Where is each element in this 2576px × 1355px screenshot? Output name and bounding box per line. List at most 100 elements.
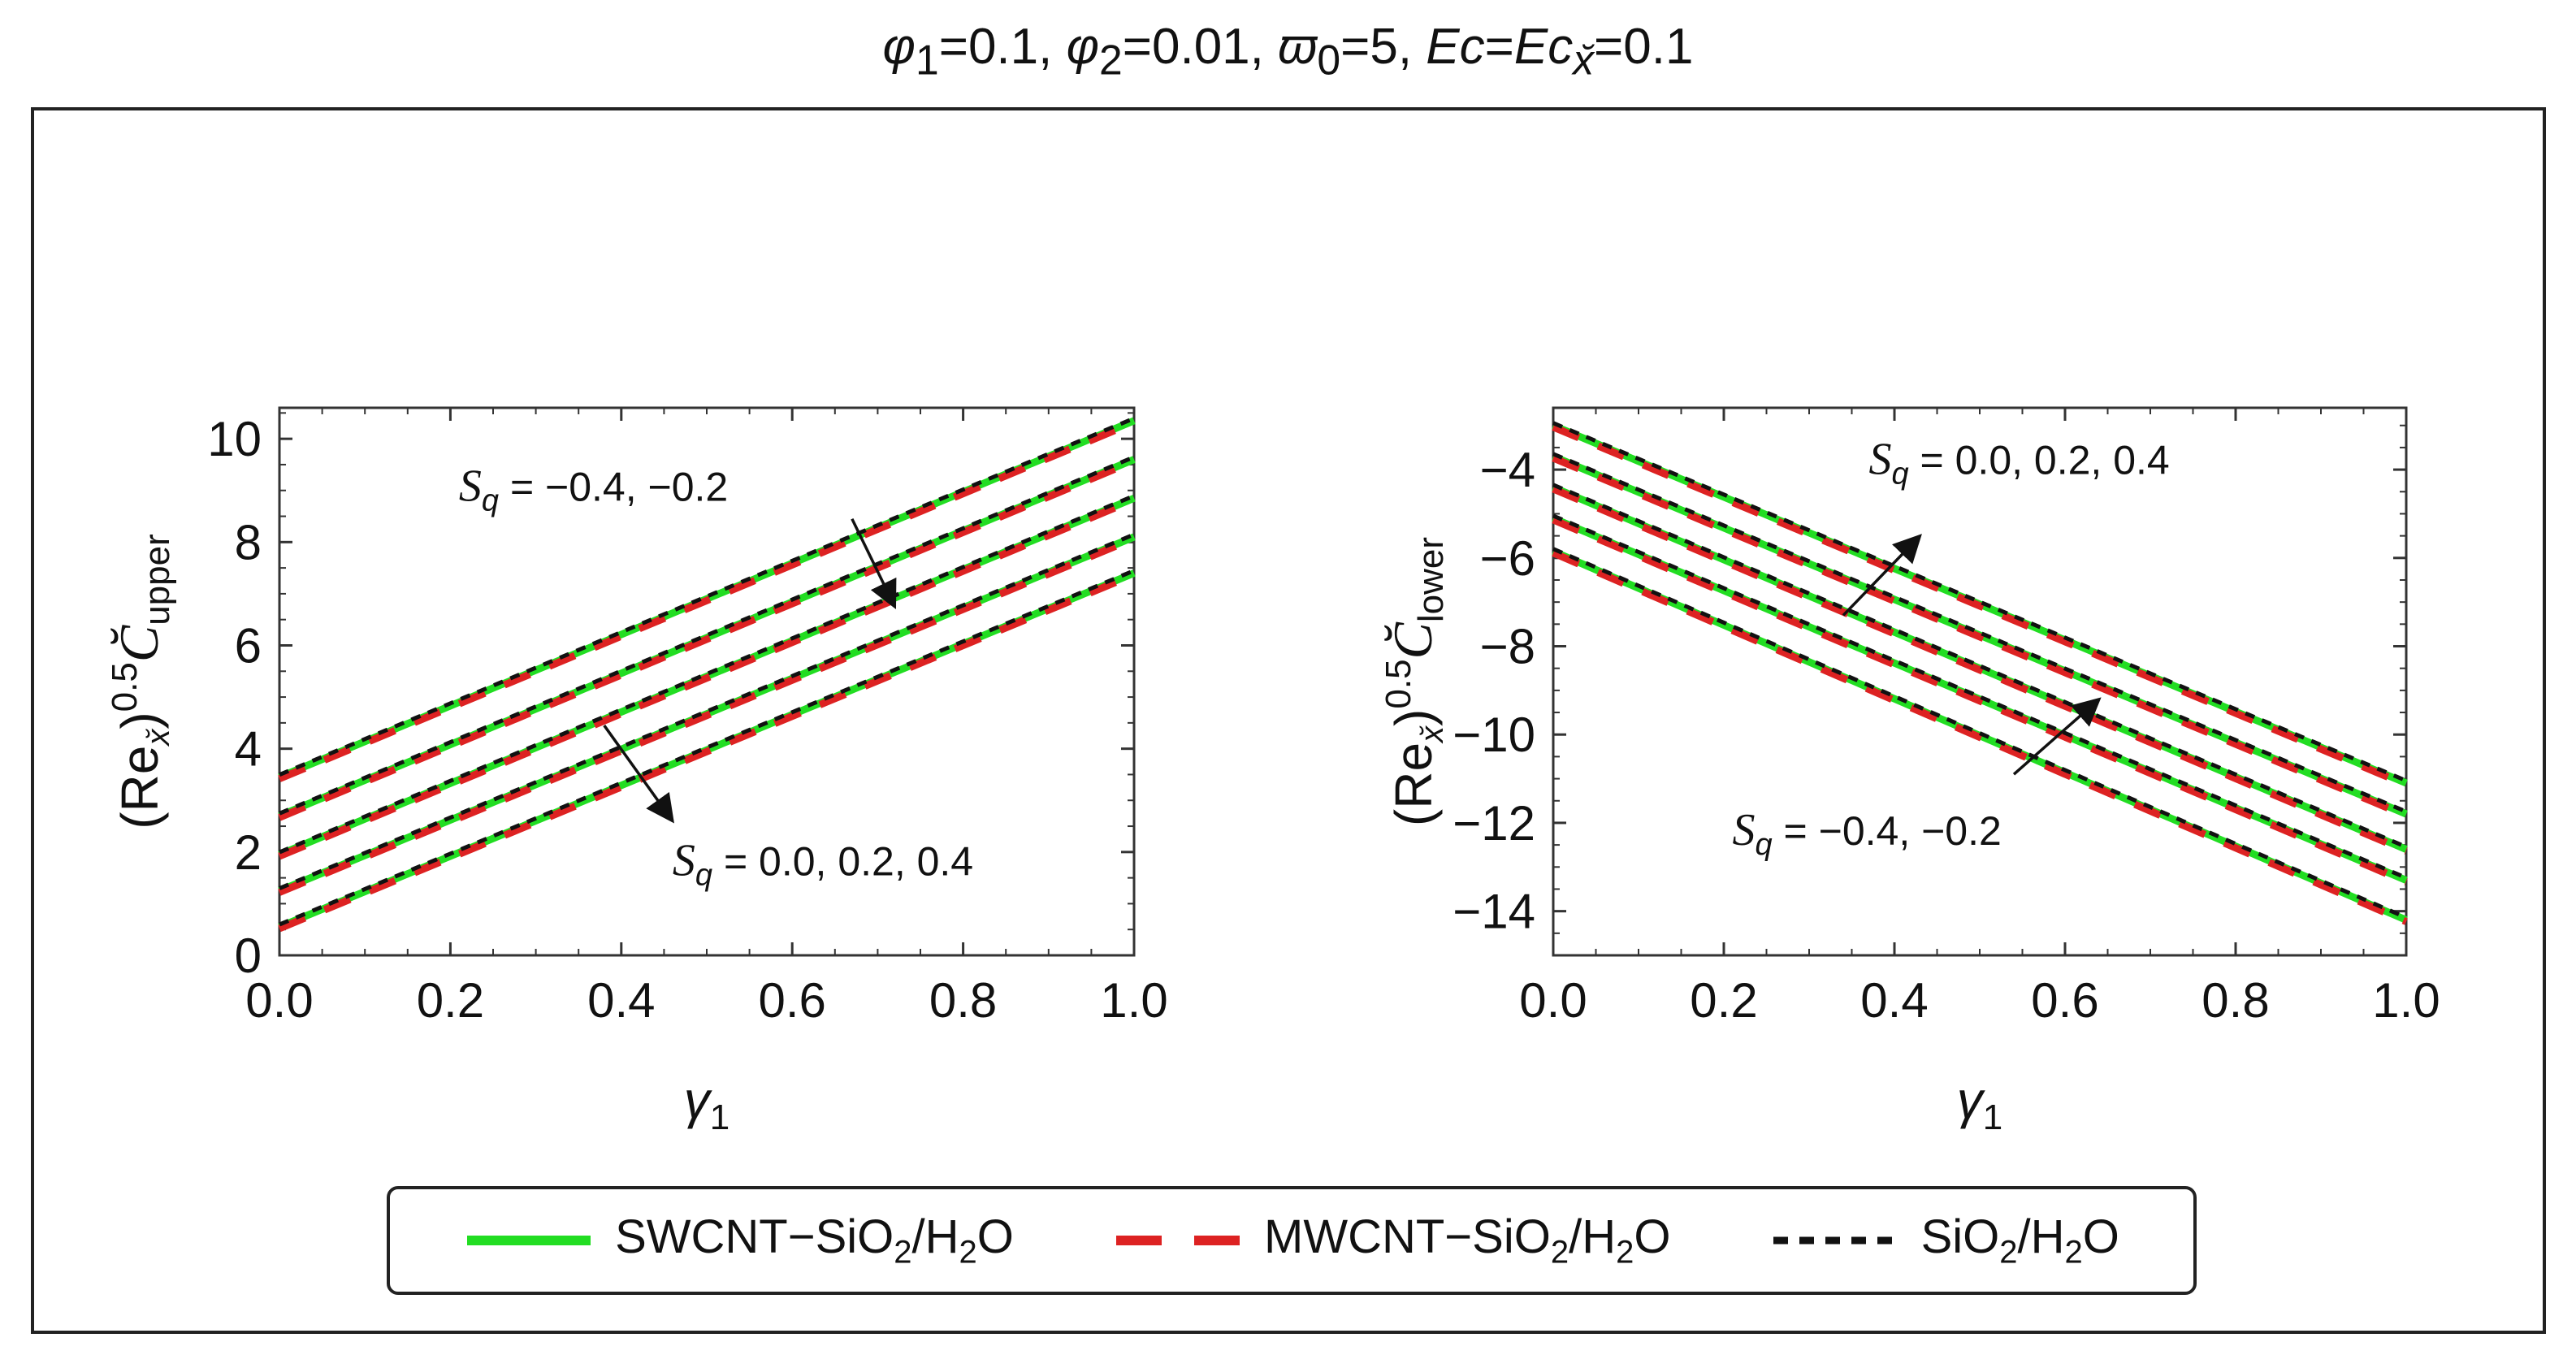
x-tick-label: 1.0: [2372, 973, 2440, 1028]
figure-frame: [31, 107, 2546, 1334]
y-tick-label: 8: [235, 515, 262, 569]
legend-entry-sio2: SiO2/H2O: [1770, 1210, 2119, 1271]
annotation-label: Sq = −0.4, −0.2: [459, 461, 728, 517]
curve-mwcnt-sq-0.4: [278, 571, 1136, 933]
legend-swatch-solid-green: [467, 1236, 591, 1245]
curve-mwcnt-sq--0.4: [278, 418, 1136, 782]
x-tick-label: 0.6: [758, 973, 825, 1028]
y-tick-label: 4: [235, 722, 262, 777]
plot-frame-lower: [1552, 406, 2408, 957]
x-axis-symbol: γ: [1957, 1071, 1986, 1129]
legend-swatch-dashed-red: [1116, 1236, 1240, 1245]
annotation-subscript: q: [482, 483, 499, 517]
x-tick-label: 0.8: [2202, 973, 2269, 1028]
y-axis-exponent: 0.5: [1379, 659, 1418, 708]
annotation-values: = 0.0, 0.2, 0.4: [712, 838, 973, 884]
annotation-values: = −0.4, −0.2: [1773, 808, 2002, 854]
curve-sio2-sq--0.2: [1552, 513, 2407, 880]
y-tick-label: −8: [1480, 620, 1535, 674]
y-tick-label: −6: [1480, 531, 1535, 586]
annotation-label: Sq = 0.0, 0.2, 0.4: [673, 835, 973, 892]
legend-label-swcnt: SWCNT−SiO2/H2O: [615, 1210, 1014, 1271]
annotation-arrow: [1842, 534, 1922, 617]
curve-sio2-sq-0.4: [1552, 421, 2407, 783]
curve-sio2-sq-0.4: [279, 569, 1135, 927]
annotation-subscript: q: [1756, 828, 1773, 862]
x-tick-label: 0.8: [929, 973, 997, 1028]
annotation-arrow: [851, 517, 897, 609]
curve-mwcnt-sq--0.2: [1552, 516, 2408, 885]
y-axis-exponent: 0.5: [105, 662, 145, 712]
annotation-arrow: [603, 725, 674, 824]
curve-mwcnt-sq-0.2: [278, 535, 1136, 896]
x-tick-label: 0.0: [245, 973, 313, 1028]
curve-sio2-sq--0.4: [1552, 547, 2407, 920]
curve-mwcnt-sq-0.2: [1552, 454, 2408, 820]
y-axis-c-subscript: lower: [1411, 537, 1451, 622]
y-axis-close-paren: ): [1384, 709, 1443, 726]
curve-mwcnt-sq-0.4: [1552, 423, 2408, 789]
y-axis-re: (Re: [110, 746, 169, 829]
legend-label-sio2: SiO2/H2O: [1920, 1210, 2119, 1271]
x-axis-symbol: γ: [684, 1071, 713, 1129]
y-tick-label: −10: [1453, 708, 1535, 762]
y-axis-label: (Rex̆)0.5C̆upper: [105, 534, 177, 829]
y-axis-c-subscript: upper: [137, 534, 177, 626]
y-tick-label: −12: [1453, 796, 1535, 851]
y-axis-re-subscript: x̆: [141, 728, 176, 747]
x-tick-label: 1.0: [1100, 973, 1167, 1028]
y-axis-label: (Rex̆)0.5C̆lower: [1379, 537, 1451, 826]
x-tick-label: 0.0: [1519, 973, 1587, 1028]
annotation-arrow: [2012, 697, 2102, 776]
annotation-subscript: q: [695, 858, 712, 892]
curve-sio2-sq-0.0: [1552, 483, 2407, 849]
x-tick-label: 0.4: [1860, 973, 1928, 1028]
curve-mwcnt-sq--0.4: [1552, 549, 2408, 925]
y-axis-re-subscript: x̆: [1414, 725, 1450, 744]
legend-label-mwcnt: MWCNT−SiO2/H2O: [1264, 1210, 1671, 1271]
y-tick-label: 2: [235, 825, 262, 880]
curve-sio2-sq-0.2: [1552, 452, 2407, 814]
x-tick-label: 0.4: [587, 973, 655, 1028]
annotation-subscript: q: [1892, 457, 1909, 491]
annotation-label: Sq = 0.0, 0.2, 0.4: [1869, 435, 2170, 491]
curve-mwcnt-sq--0.2: [278, 457, 1136, 821]
y-axis-c: C̆: [108, 625, 170, 662]
legend-entry-mwcnt: MWCNT−SiO2/H2O: [1113, 1210, 1670, 1271]
curve-sio2-sq-0.2: [279, 532, 1135, 890]
x-axis-subscript: 1: [710, 1097, 730, 1137]
annotation-symbol: S: [1869, 435, 1892, 485]
x-tick-label: 0.2: [417, 973, 484, 1028]
legend-swatch-dotted-black: [1773, 1236, 1897, 1245]
y-tick-label: −4: [1480, 443, 1535, 497]
legend-entry-swcnt: SWCNT−SiO2/H2O: [464, 1210, 1014, 1271]
y-tick-label: 0: [235, 929, 262, 983]
curve-mwcnt-sq-0.0: [1552, 485, 2408, 855]
annotation-label: Sq = −0.4, −0.2: [1733, 805, 2002, 862]
x-axis-label: γ1: [1957, 1071, 2002, 1137]
y-tick-label: −14: [1453, 885, 1535, 939]
annotation-values: = −0.4, −0.2: [499, 464, 728, 509]
curve-sio2-sq--0.2: [279, 455, 1135, 816]
annotation-symbol: S: [673, 835, 695, 885]
curve-sio2-sq--0.4: [279, 416, 1135, 777]
x-tick-label: 0.6: [2031, 973, 2098, 1028]
plot-panel-lower: 0.0 0.2 0.4 0.6 0.8 1.0 −4 −6 −8 −10 −12 −14 Sq = 0.…: [1379, 406, 2440, 1137]
annotation-symbol: S: [1733, 805, 1756, 855]
curve-mwcnt-sq-0.0: [278, 496, 1136, 860]
x-axis-subscript: 1: [1983, 1097, 2002, 1137]
y-axis-c: C̆: [1382, 621, 1444, 659]
y-tick-label: 10: [207, 412, 262, 466]
y-axis-re: (Re: [1384, 742, 1443, 826]
x-tick-label: 0.2: [1690, 973, 1757, 1028]
figure-title: φ1=0.1, φ2=0.01, ϖ0=5, Ec=Ecx̆=0.1: [882, 19, 1694, 84]
y-axis-close-paren: ): [110, 712, 169, 729]
y-tick-label: 6: [235, 618, 262, 673]
annotation-symbol: S: [459, 461, 482, 511]
plot-panel-upper: 0.0 0.2 0.4 0.6 0.8 1.0 0 2 4 6 8 10 Sq = −0.4, −0.2…: [105, 406, 1168, 1137]
curve-sio2-sq-0.0: [279, 493, 1135, 855]
annotation-values: = 0.0, 0.2, 0.4: [1909, 438, 2170, 483]
legend: SWCNT−SiO2/H2O MWCNT−SiO2/H2O SiO2/H2O: [387, 1186, 2197, 1295]
x-axis-label: γ1: [684, 1071, 730, 1137]
